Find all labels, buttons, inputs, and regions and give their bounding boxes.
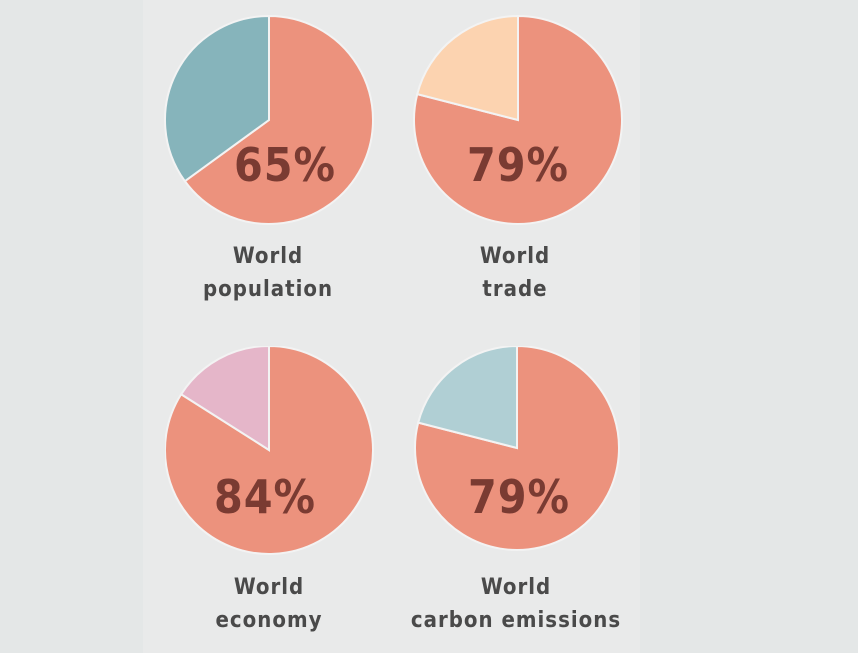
caption-line-2: population — [202, 277, 334, 302]
pie-slice-0 — [413, 14, 623, 225]
percentage-label: 79% — [467, 470, 571, 524]
pie-chart-world-trade: 79% World trade — [412, 14, 624, 314]
caption-line-2: economy — [215, 608, 323, 633]
pie-slice-0 — [414, 346, 620, 551]
caption-line-2: carbon emissions — [410, 608, 622, 633]
pie-chart-world-carbon-emissions: 79% World carbon emissions — [411, 346, 625, 646]
caption-line-1: World — [233, 575, 305, 600]
pie-svg — [165, 346, 374, 555]
percentage-label: 65% — [233, 138, 337, 192]
caption-line-1: World — [480, 575, 552, 600]
pie-slice-1 — [179, 346, 270, 452]
pie-svg — [164, 14, 374, 225]
pie-chart-world-economy: 84% World economy — [165, 346, 377, 646]
caption-line-1: World — [479, 244, 551, 269]
chart-caption: World economy — [139, 571, 399, 637]
pie-slice-0 — [165, 346, 374, 555]
percentage-label: 79% — [466, 138, 570, 192]
caption-line-2: trade — [482, 277, 548, 302]
pie-slice-0 — [183, 14, 374, 225]
chart-caption: World carbon emissions — [386, 571, 646, 637]
pie-svg — [414, 346, 620, 551]
pie-slice-1 — [416, 14, 519, 122]
chart-caption: World trade — [385, 240, 645, 306]
pie-chart-world-population: 65% World population — [163, 14, 375, 314]
pie-slice-1 — [164, 14, 270, 183]
pie-slice-1 — [416, 346, 518, 450]
chart-caption: World population — [138, 240, 398, 306]
caption-line-1: World — [232, 244, 304, 269]
pie-svg — [413, 14, 623, 225]
percentage-label: 84% — [213, 470, 317, 524]
